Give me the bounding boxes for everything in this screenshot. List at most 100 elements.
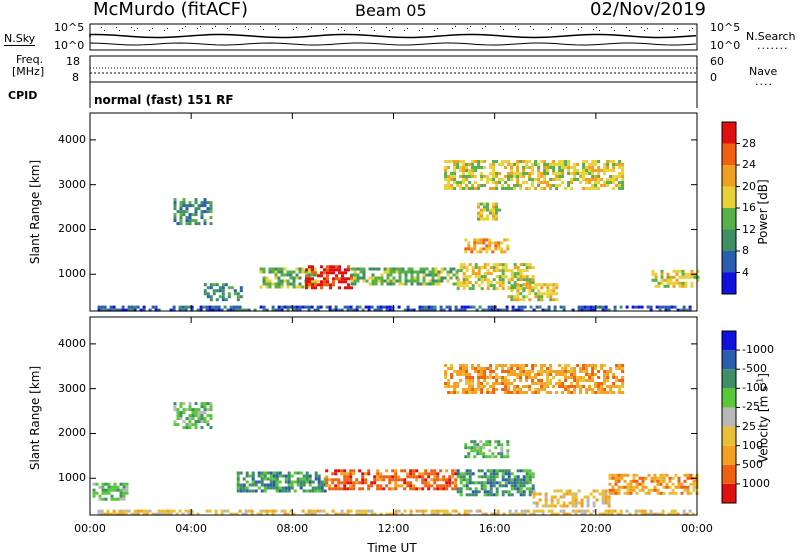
echo-cell xyxy=(495,202,498,206)
echo-cell xyxy=(476,238,480,242)
echo-cell xyxy=(463,305,467,309)
echo-cell xyxy=(169,308,173,312)
colorbar-tick-label: 500 xyxy=(742,457,763,471)
echo-cell xyxy=(549,298,553,302)
echo-cell xyxy=(182,426,186,430)
echo-cell xyxy=(191,414,195,418)
echo-cell xyxy=(343,469,347,473)
echo-cell xyxy=(538,498,542,502)
echo-cell xyxy=(543,166,547,169)
echo-cell xyxy=(637,305,641,309)
echo-cell xyxy=(106,308,110,312)
echo-cell xyxy=(496,509,500,513)
echo-cell xyxy=(576,172,580,175)
echo-cell xyxy=(626,482,630,486)
echo-cell xyxy=(421,478,425,482)
echo-cell xyxy=(320,483,324,487)
echo-cell xyxy=(604,492,608,496)
echo-cell xyxy=(313,512,317,516)
echo-cell xyxy=(371,276,375,280)
echo-cell xyxy=(510,298,514,302)
echo-cell xyxy=(577,501,581,505)
echo-cell xyxy=(565,489,569,493)
echo-cell xyxy=(483,160,487,163)
echo-cell xyxy=(669,275,673,279)
echo-cell xyxy=(398,270,402,274)
echo-cell xyxy=(534,376,538,379)
echo-cell xyxy=(292,305,296,309)
echo-cell xyxy=(427,481,431,485)
echo-cell xyxy=(480,166,484,169)
echo-cell xyxy=(468,287,472,291)
echo-cell xyxy=(528,376,532,379)
echo-cell xyxy=(280,270,284,274)
echo-cell xyxy=(265,279,269,283)
echo-cell xyxy=(302,480,306,484)
echo-cell xyxy=(555,187,559,190)
echo-cell xyxy=(696,269,700,273)
echo-cell xyxy=(376,484,380,488)
echo-cell xyxy=(446,270,450,274)
echo-cell xyxy=(344,277,347,281)
echo-cell xyxy=(565,504,569,508)
echo-cell xyxy=(376,305,380,309)
echo-cell xyxy=(606,178,610,181)
echo-cell xyxy=(238,308,242,312)
echo-cell xyxy=(510,284,514,288)
echo-cell xyxy=(445,484,449,488)
echo-cell xyxy=(537,184,541,187)
echo-cell xyxy=(349,509,353,513)
echo-cell xyxy=(537,292,541,296)
echo-cell xyxy=(477,490,481,494)
echo-cell xyxy=(489,481,493,485)
echo-cell xyxy=(459,478,463,482)
echo-cell xyxy=(196,512,200,516)
echo-cell xyxy=(485,250,489,254)
echo-cell xyxy=(579,172,583,175)
echo-cell xyxy=(558,175,562,178)
echo-cell xyxy=(510,178,514,181)
echo-cell xyxy=(268,285,272,289)
echo-cell xyxy=(259,512,263,516)
echo-cell xyxy=(592,305,596,309)
echo-cell xyxy=(110,485,114,489)
echo-cell xyxy=(436,475,440,479)
echo-cell xyxy=(346,478,350,482)
echo-cell xyxy=(259,267,263,271)
echo-cell xyxy=(465,284,469,288)
echo-cell xyxy=(185,204,189,208)
echo-cell xyxy=(305,474,309,478)
echo-cell xyxy=(489,391,493,394)
echo-cell xyxy=(582,379,586,382)
echo-cell xyxy=(594,163,598,166)
echo-cell xyxy=(604,501,608,505)
echo-cell xyxy=(319,509,323,513)
echo-cell xyxy=(232,308,236,312)
echo-cell xyxy=(580,305,584,309)
echo-cell xyxy=(203,204,207,208)
echo-cell xyxy=(510,163,514,166)
echo-cell xyxy=(459,370,463,373)
echo-cell xyxy=(594,175,598,178)
colorbar-segment xyxy=(722,388,736,408)
echo-cell xyxy=(232,512,236,516)
echo-cell xyxy=(421,308,425,312)
echo-cell xyxy=(516,469,520,473)
echo-cell xyxy=(392,270,396,274)
echo-cell xyxy=(494,241,498,245)
echo-cell xyxy=(206,414,210,418)
echo-cell xyxy=(582,160,586,163)
echo-cell xyxy=(504,266,508,270)
freq-label-2: [MHz] xyxy=(12,65,45,78)
echo-cell xyxy=(623,485,627,489)
echo-cell xyxy=(492,163,496,166)
echo-cell xyxy=(456,472,460,476)
echo-cell xyxy=(500,446,504,450)
echo-cell xyxy=(289,270,293,274)
echo-cell xyxy=(439,469,443,473)
echo-cell xyxy=(564,187,568,190)
echo-cell xyxy=(424,469,428,473)
echo-cell xyxy=(173,420,177,424)
echo-cell xyxy=(470,440,474,444)
echo-cell xyxy=(203,408,207,412)
